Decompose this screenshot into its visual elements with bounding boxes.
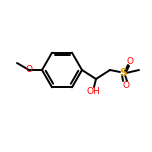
Text: OH: OH [86, 88, 100, 97]
Text: O: O [26, 66, 33, 74]
Text: S: S [119, 68, 127, 78]
Text: O: O [126, 57, 133, 66]
Text: O: O [123, 81, 130, 90]
